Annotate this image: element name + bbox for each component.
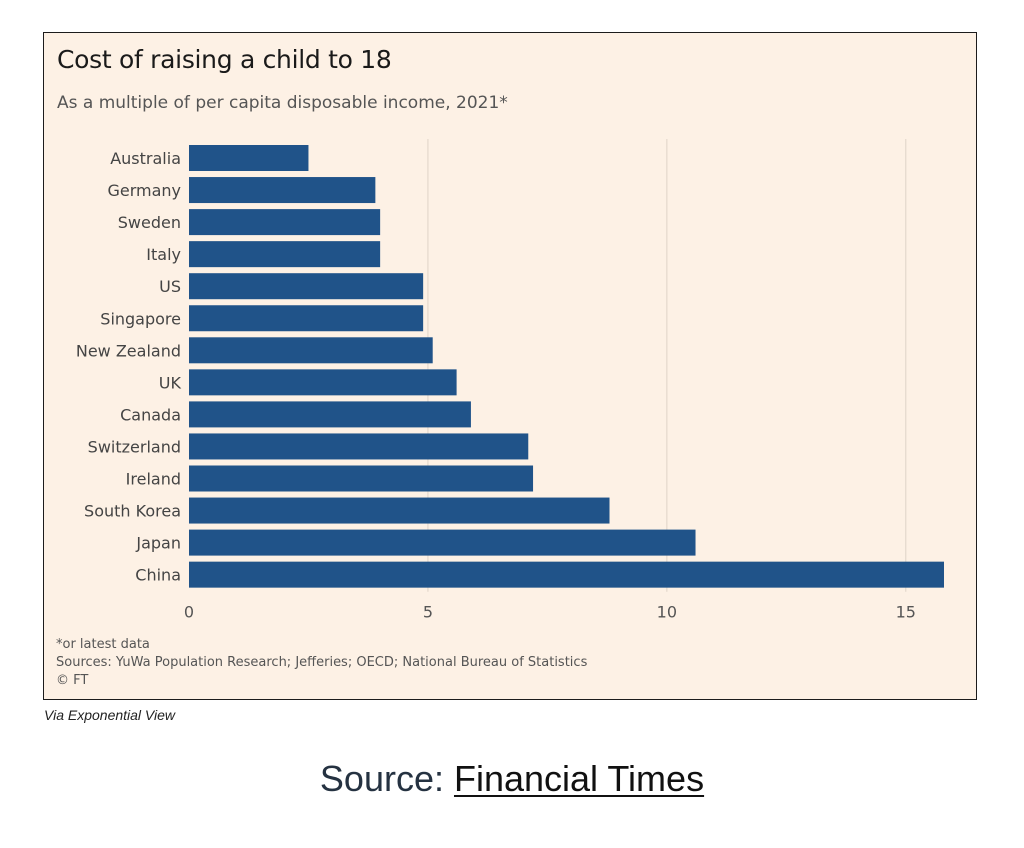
source-link[interactable]: Financial Times bbox=[453, 758, 705, 799]
category-label: Germany bbox=[107, 181, 181, 200]
chart-title: Cost of raising a child to 18 bbox=[57, 45, 392, 74]
x-tick-label: 10 bbox=[657, 603, 677, 622]
category-label: Japan bbox=[135, 534, 181, 553]
x-tick-label: 15 bbox=[896, 603, 916, 622]
category-label: US bbox=[159, 277, 181, 296]
bar-switzerland bbox=[189, 433, 529, 460]
bar-germany bbox=[189, 177, 376, 204]
bar-uk bbox=[189, 369, 457, 396]
category-label: Canada bbox=[120, 405, 181, 424]
category-label: Australia bbox=[110, 149, 181, 168]
x-tick-label: 5 bbox=[423, 603, 433, 622]
footnote-sources: Sources: YuWa Population Research; Jeffe… bbox=[56, 655, 588, 670]
chart-frame: Cost of raising a child to 18 As a multi… bbox=[43, 32, 977, 700]
category-label: Singapore bbox=[100, 309, 181, 328]
bar-new-zealand bbox=[189, 337, 433, 364]
bar-singapore bbox=[189, 305, 424, 332]
category-label: UK bbox=[159, 373, 182, 392]
source-line: Source: Financial Times bbox=[0, 758, 1024, 800]
category-label: Italy bbox=[146, 245, 181, 264]
category-label: South Korea bbox=[84, 502, 181, 521]
category-label: New Zealand bbox=[76, 341, 181, 360]
footnote-copyright: © FT bbox=[56, 673, 89, 688]
bar-ireland bbox=[189, 465, 534, 492]
category-label: Switzerland bbox=[88, 437, 181, 456]
bar-italy bbox=[189, 241, 381, 268]
category-label: China bbox=[135, 566, 181, 585]
category-label: Ireland bbox=[126, 470, 181, 489]
bar-sweden bbox=[189, 209, 381, 236]
bar-south-korea bbox=[189, 497, 610, 524]
bar-us bbox=[189, 273, 424, 300]
bar-china bbox=[189, 561, 944, 588]
category-label: Sweden bbox=[118, 213, 181, 232]
footnote-note: *or latest data bbox=[56, 637, 150, 652]
bar-canada bbox=[189, 401, 471, 428]
bar-japan bbox=[189, 529, 696, 556]
x-tick-label: 0 bbox=[184, 603, 194, 622]
source-label: Source: bbox=[319, 758, 454, 799]
chart-subtitle: As a multiple of per capita disposable i… bbox=[57, 93, 508, 113]
bar-chart: Australia Germany Sweden Italy US Singapore Ne… bbox=[76, 139, 944, 622]
bar-australia bbox=[189, 145, 309, 171]
via-credit: Via Exponential View bbox=[44, 707, 176, 723]
